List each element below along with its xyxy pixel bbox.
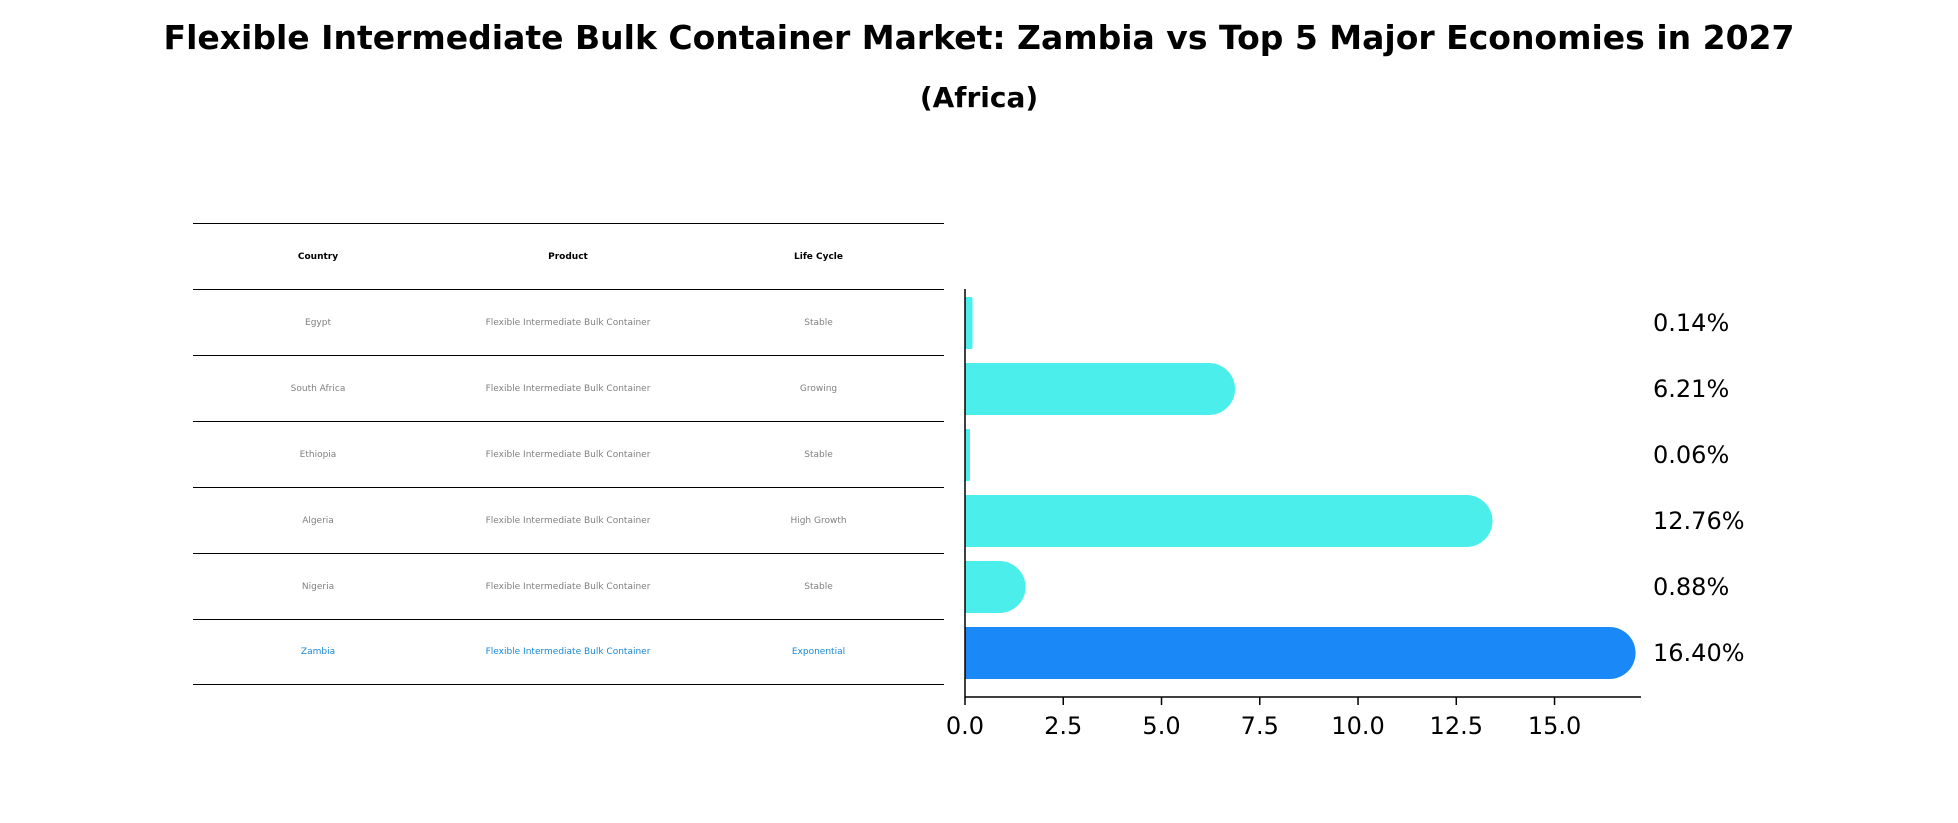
value-label-south-africa: 6.21% (1653, 375, 1729, 403)
cell-life-cycle: Stable (804, 317, 833, 328)
x-tick-label: 7.5 (1241, 712, 1279, 740)
x-tick-label: 0.0 (946, 712, 984, 740)
cell-life-cycle: Growing (799, 383, 838, 394)
bar-nigeria (965, 561, 1026, 613)
table-row: South Africa Flexible Intermediate Bulk … (193, 355, 944, 421)
cell-life-cycle: Stable (804, 449, 833, 460)
chart-title: Flexible Intermediate Bulk Container Mar… (163, 18, 1795, 57)
cell-product: Flexible Intermediate Bulk Container (485, 581, 651, 592)
table-row: Egypt Flexible Intermediate Bulk Contain… (193, 289, 944, 355)
value-label-ethiopia: 0.06% (1653, 441, 1729, 469)
bar-algeria (965, 495, 1493, 547)
cell-product: Flexible Intermediate Bulk Container (485, 515, 651, 526)
table-row: Nigeria Flexible Intermediate Bulk Conta… (193, 553, 944, 619)
cell-country: Nigeria (301, 581, 335, 592)
cell-country: Egypt (305, 317, 331, 328)
cell-product: Flexible Intermediate Bulk Container (485, 317, 651, 328)
cell-product: Flexible Intermediate Bulk Container (485, 383, 651, 394)
x-tick-label: 2.5 (1044, 712, 1082, 740)
bar-south-africa (965, 363, 1236, 415)
x-tick-label: 12.5 (1430, 712, 1483, 740)
cell-life-cycle: Exponential (791, 647, 846, 657)
cell-country: Ethiopia (299, 449, 337, 460)
chart-subtitle: (Africa) (919, 81, 1039, 114)
cell-life-cycle: Stable (804, 581, 833, 592)
header-product: Product (548, 251, 588, 262)
header-country: Country (297, 251, 339, 262)
table-header-row: Country Product Life Cycle (193, 223, 944, 289)
header-life-cycle: Life Cycle (794, 251, 843, 262)
value-label-zambia: 16.40% (1653, 639, 1745, 667)
value-label-egypt: 0.14% (1653, 309, 1729, 337)
cell-product: Flexible Intermediate Bulk Container (485, 449, 651, 460)
x-tick-label: 15.0 (1528, 712, 1581, 740)
country-table: Country Product Life Cycle Egypt Flexibl… (193, 223, 944, 685)
x-tick-label: 10.0 (1331, 712, 1384, 740)
cell-life-cycle: High Growth (790, 515, 847, 526)
bar-ethiopia (965, 429, 970, 481)
cell-product: Flexible Intermediate Bulk Container (485, 647, 651, 657)
table-row: Algeria Flexible Intermediate Bulk Conta… (193, 487, 944, 553)
bar-egypt (965, 297, 973, 349)
cell-country: Zambia (300, 647, 336, 657)
value-label-algeria: 12.76% (1653, 507, 1745, 535)
table-row: Ethiopia Flexible Intermediate Bulk Cont… (193, 421, 944, 487)
value-label-nigeria: 0.88% (1653, 573, 1729, 601)
table-row-highlight: Zambia Flexible Intermediate Bulk Contai… (193, 619, 944, 685)
bar-zambia (965, 627, 1636, 679)
cell-country: South Africa (290, 383, 346, 394)
cell-country: Algeria (302, 515, 334, 526)
x-tick-label: 5.0 (1142, 712, 1180, 740)
